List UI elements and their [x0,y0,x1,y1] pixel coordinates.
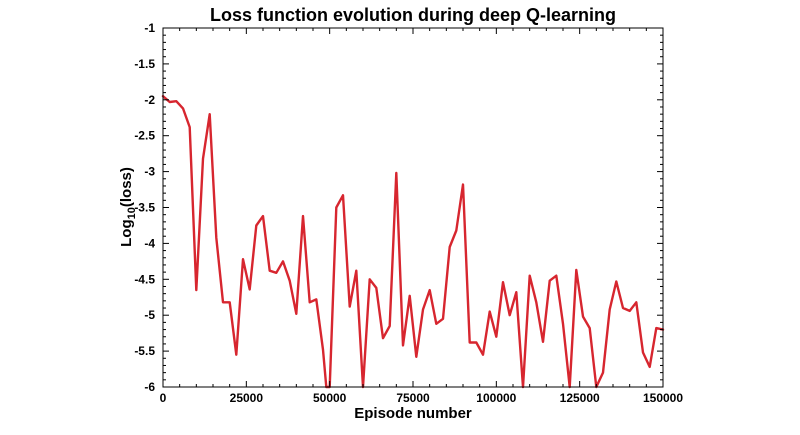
x-tick-label: 125000 [560,391,600,405]
y-tick-label: -3.5 [134,201,155,215]
y-axis-label-base: Log [118,219,135,247]
x-tick-label: 100000 [476,391,516,405]
y-tick-label: -3 [144,165,155,179]
chart-title: Loss function evolution during deep Q-le… [210,5,616,25]
x-tick-label: 25000 [230,391,264,405]
x-tick-label: 50000 [313,391,347,405]
y-axis-label-subscript: 10 [126,207,138,219]
y-tick-label: -2 [144,93,155,107]
x-tick-label: 0 [160,391,167,405]
y-tick-label: -1 [144,21,155,35]
y-tick-label: -6 [144,380,155,394]
x-tick-label: 75000 [396,391,430,405]
y-axis-label: Log10(loss) [118,167,138,247]
y-tick-label: -4 [144,236,155,250]
y-axis: -1 -1.5 -2 -2.5 -3 -3.5 -4 -4.5 -5 -5.5 -6 [134,21,663,394]
y-tick-label: -4.5 [134,272,155,286]
x-axis-label: Episode number [354,405,472,422]
series-line-0 [161,94,665,389]
y-axis-label-rest: (loss) [118,167,135,207]
y-tick-label: -2.5 [134,129,155,143]
x-axis: 0 25000 50000 75000 100000 125000 150000 [160,28,683,405]
y-tick-label: -5 [144,308,155,322]
y-tick-label: -1.5 [134,57,155,71]
y-tick-label: -5.5 [134,344,155,358]
x-tick-label: 150000 [643,391,683,405]
plot-area [161,94,665,389]
